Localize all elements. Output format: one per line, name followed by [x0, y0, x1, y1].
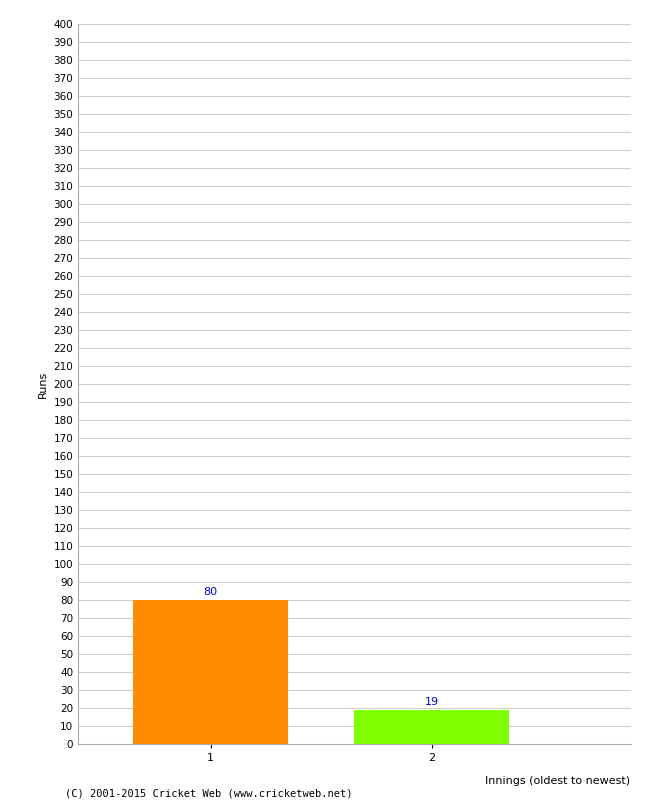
Text: 19: 19	[424, 697, 439, 707]
Text: 80: 80	[203, 587, 218, 598]
Bar	[354, 710, 509, 744]
Text: (C) 2001-2015 Cricket Web (www.cricketweb.net): (C) 2001-2015 Cricket Web (www.cricketwe…	[65, 788, 352, 798]
Text: Innings (oldest to newest): Innings (oldest to newest)	[486, 776, 630, 786]
Bar	[133, 600, 288, 744]
Y-axis label: Runs: Runs	[38, 370, 48, 398]
